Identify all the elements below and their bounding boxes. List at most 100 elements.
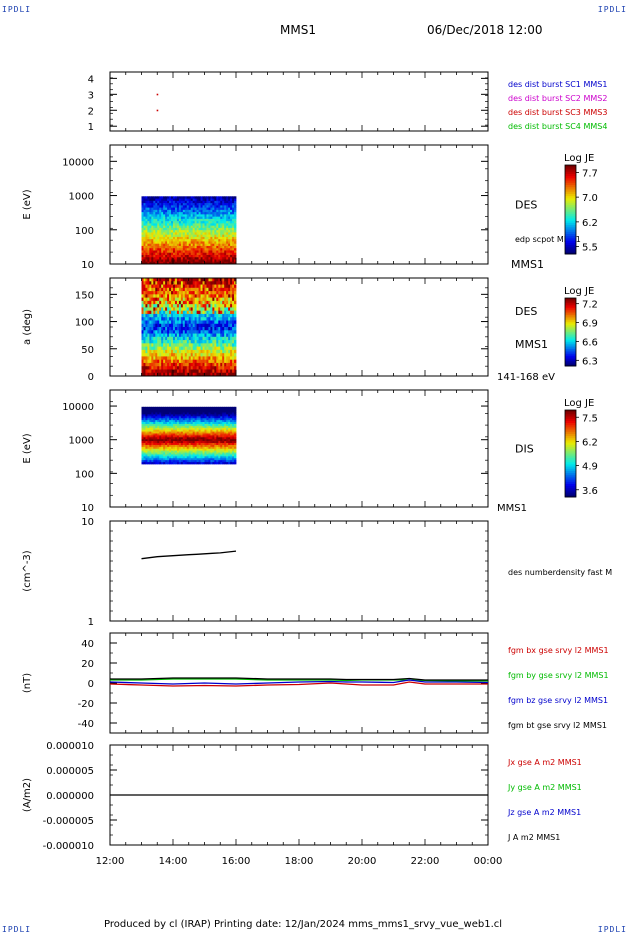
panel-3-cell — [167, 343, 170, 347]
panel-2-cell — [194, 216, 198, 220]
panel-2-cell — [198, 245, 201, 249]
panel-2-cell — [202, 221, 205, 224]
panel-2-cell — [216, 241, 219, 245]
panel-4-cell — [143, 454, 146, 457]
panel-3-cell — [145, 310, 148, 315]
panel-2-cell — [224, 200, 227, 204]
panel-2-cell — [141, 200, 144, 204]
panel-3-cell — [194, 349, 198, 354]
panel-3-cell — [165, 340, 168, 344]
panel-4-cell — [210, 418, 213, 421]
panel-2-cell — [234, 225, 237, 229]
panel-3-cell — [210, 284, 213, 289]
panel-4-cell — [228, 427, 231, 431]
panel-3-cell — [180, 297, 184, 302]
panel-3-cell — [174, 340, 178, 344]
panel-3-cell — [206, 362, 209, 367]
panel-2-cell — [155, 261, 158, 265]
panel-2-cell — [202, 212, 205, 215]
panel-2-cell — [190, 254, 194, 258]
panel-3-cell — [202, 343, 205, 347]
panel-2-cell — [143, 245, 146, 249]
panel-3-cell — [149, 278, 152, 282]
panel-4-cell — [157, 460, 160, 463]
panel-4-cell — [192, 454, 196, 457]
panel-4-cell — [210, 444, 213, 448]
panel-3-cell — [155, 340, 158, 344]
panel-4-cell — [147, 433, 150, 436]
panel-2-cell — [228, 252, 231, 256]
panel-2-ytick-label: 100 — [75, 226, 94, 237]
panel-3-cell — [230, 356, 233, 361]
panel-2-cell — [143, 230, 146, 233]
panel-4-cell — [206, 443, 209, 446]
panel-2-cell — [161, 198, 164, 202]
panel-2-cell — [186, 252, 190, 256]
panel-4-cell — [224, 454, 227, 457]
panel-4-cell — [204, 408, 207, 412]
panel-4-cell — [147, 462, 150, 465]
panel-2-cell — [200, 252, 203, 256]
colorbar-tick-label: 7.5 — [582, 413, 598, 424]
panel-3-cell — [141, 320, 144, 325]
panel-4-cell — [190, 423, 194, 427]
panel-3-cell — [200, 323, 203, 328]
panel-2-cell — [153, 225, 156, 229]
panel-3-cell — [200, 327, 203, 331]
panel-2-cell — [186, 232, 190, 236]
panel-3-cell — [188, 317, 192, 321]
panel-4-cell — [204, 460, 207, 463]
panel-3-cell — [157, 323, 160, 328]
panel-3-cell — [159, 330, 162, 334]
panel-4-cell — [171, 425, 174, 429]
panel-2-cell — [180, 216, 184, 220]
panel-2-cell — [143, 212, 146, 215]
panel-2-cell — [232, 209, 235, 213]
panel-4-cell — [145, 456, 148, 459]
panel-2-cell — [184, 196, 188, 199]
panel-4-cell — [214, 406, 217, 410]
panel-2-cell — [184, 207, 188, 211]
panel-4-cell — [228, 412, 231, 415]
panel-2-cell — [161, 216, 164, 220]
panel-3-cell — [188, 356, 192, 361]
panel-2-cell — [206, 198, 209, 202]
panel-3-cell — [143, 359, 146, 364]
panel-3-cell — [220, 362, 223, 367]
panel-4-cell — [171, 448, 174, 452]
panel-2-cell — [141, 261, 144, 265]
panel-4-cell — [190, 437, 194, 440]
panel-3-cell — [198, 349, 201, 354]
panel-2-cell — [174, 250, 178, 254]
panel-3-cell — [153, 359, 156, 364]
panel-3-cell — [222, 323, 225, 328]
panel-3-cell — [176, 313, 180, 318]
panel-2-cell — [174, 207, 178, 211]
panel-2-cell — [182, 236, 186, 240]
panel-3-cell — [230, 336, 233, 341]
panel-2-cell — [180, 198, 184, 202]
panel-3-cell — [161, 369, 164, 374]
panel-4-cell — [194, 429, 198, 432]
panel-2-cell — [190, 209, 194, 213]
panel-3-cell — [165, 333, 168, 338]
panel-2-cell — [176, 241, 180, 245]
panel-3-cell — [220, 346, 223, 351]
panel-2-cell — [198, 243, 201, 247]
panel-2-cell — [143, 216, 146, 220]
panel-4-cell — [202, 429, 205, 432]
panel-4-cell — [228, 433, 231, 436]
panel-3-cell — [174, 362, 178, 367]
panel-2-cell — [161, 243, 164, 247]
panel-2-cell — [163, 221, 166, 224]
panel-4-cell — [204, 454, 207, 457]
panel-2-cell — [184, 261, 188, 265]
panel-3-cell — [149, 297, 152, 302]
panel-2-cell — [190, 234, 194, 238]
panel-2-cell — [165, 227, 168, 231]
panel-4-cell — [169, 418, 172, 421]
panel-2-cell — [180, 250, 184, 254]
panel-3-cell — [165, 327, 168, 331]
panel-4-cell — [176, 444, 180, 448]
colorbar-segment — [565, 315, 576, 318]
